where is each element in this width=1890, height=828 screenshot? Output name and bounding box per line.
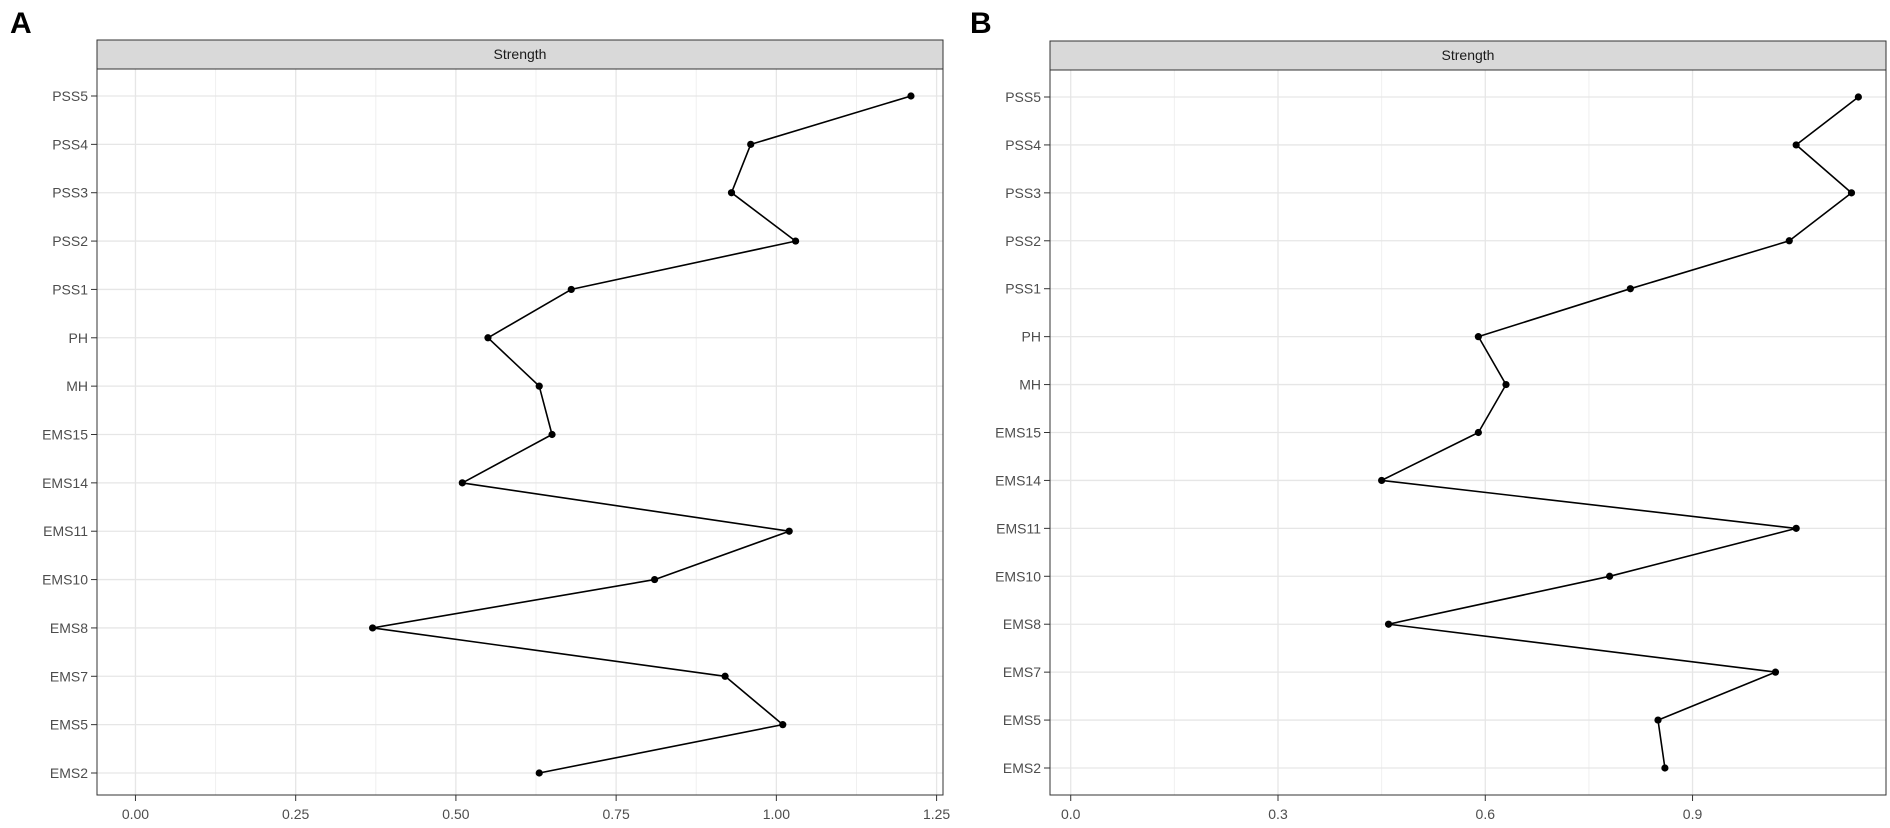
- y-tick-label: EMS10: [42, 572, 88, 588]
- data-point-ems14: [1378, 476, 1386, 485]
- y-tick-label: PSS5: [1005, 89, 1041, 105]
- x-tick-label: 0.3: [1268, 806, 1288, 822]
- y-tick-label: PSS1: [1005, 281, 1041, 297]
- data-point-pss5: [907, 92, 915, 100]
- panel-label-b: B: [970, 7, 992, 40]
- y-tick-label: EMS7: [50, 668, 88, 684]
- data-point-pss4: [747, 140, 755, 148]
- panel-a-y-axis: PSS5 PSS4 PSS3 PSS2 PSS1 PH MH EMS15 EMS14 EMS11 E…: [42, 88, 97, 781]
- y-tick-label: EMS14: [995, 472, 1041, 488]
- data-point-ems15: [1474, 428, 1482, 437]
- x-tick-label: 1.00: [763, 806, 790, 822]
- data-point-ems5: [779, 721, 787, 729]
- x-tick-label: 0.9: [1683, 806, 1703, 822]
- panel-b-grid: [1050, 70, 1886, 795]
- panel-a-plot-border: [96, 68, 944, 796]
- y-tick-label: PH: [69, 330, 88, 346]
- y-tick-label: PSS3: [1005, 185, 1041, 201]
- data-point-mh: [1502, 380, 1510, 389]
- y-tick-label: EMS8: [50, 620, 88, 636]
- data-point-ems7: [1771, 668, 1780, 676]
- panel-b-y-axis: PSS5 PSS4 PSS3 PSS2 PSS1 PH MH EMS15 EMS14 EMS11 E…: [995, 89, 1050, 776]
- panel-a: A Strength PSS5 PSS4 PSS3 PSS2 PSS1 PH MH EMS15…: [10, 7, 950, 822]
- data-point-pss3: [1847, 189, 1856, 197]
- y-tick-label: EMS15: [42, 427, 88, 443]
- y-tick-label: EMS2: [50, 765, 88, 781]
- panel-b-x-axis: 0.0 0.3 0.6 0.9: [1061, 795, 1702, 822]
- y-tick-label: PSS2: [1005, 233, 1041, 249]
- y-tick-label: EMS14: [42, 475, 88, 491]
- data-point-pss1: [567, 285, 575, 294]
- panel-a-series: [368, 92, 915, 777]
- data-point-ems7: [721, 672, 729, 680]
- data-point-ems10: [650, 575, 659, 584]
- data-point-ems5: [1654, 716, 1662, 724]
- y-tick-label: MH: [1019, 377, 1041, 393]
- x-tick-label: 0.75: [603, 806, 630, 822]
- panel-b-facet-label: Strength: [1442, 47, 1495, 63]
- x-tick-label: 0.50: [442, 806, 469, 822]
- panel-b-facet-strip: [1049, 40, 1887, 71]
- data-point-pss5: [1854, 93, 1862, 101]
- y-tick-label: PSS5: [52, 88, 88, 104]
- panel-label-a: A: [10, 7, 32, 40]
- y-tick-label: PH: [1022, 329, 1041, 345]
- panel-b: B Strength PSS5 PSS4 PSS3 PSS2 PSS1 PH MH EMS15…: [970, 7, 1887, 822]
- data-point-pss3: [727, 189, 736, 197]
- data-point-pss4: [1792, 141, 1800, 149]
- data-point-pss1: [1626, 285, 1634, 293]
- y-tick-label: PSS1: [52, 281, 88, 297]
- data-point-ems8: [368, 624, 377, 632]
- data-point-ems10: [1606, 572, 1614, 580]
- x-tick-label: 0.00: [122, 806, 149, 822]
- data-point-ems11: [1792, 524, 1800, 532]
- data-point-ems15: [548, 430, 556, 439]
- data-point-ems8: [1384, 620, 1393, 628]
- y-tick-label: EMS15: [995, 425, 1041, 441]
- panel-a-grid: [97, 69, 943, 795]
- data-point-pss2: [791, 237, 800, 245]
- y-tick-label: EMS5: [50, 717, 88, 733]
- x-tick-label: 0.25: [282, 806, 309, 822]
- x-tick-label: 1.25: [923, 806, 950, 822]
- y-tick-label: EMS11: [996, 520, 1041, 536]
- y-tick-label: MH: [66, 378, 88, 394]
- y-tick-label: PSS2: [52, 233, 88, 249]
- y-tick-label: PSS4: [1005, 137, 1041, 153]
- y-tick-label: EMS10: [995, 568, 1041, 584]
- y-tick-label: PSS4: [52, 136, 88, 152]
- x-tick-label: 0.6: [1476, 806, 1496, 822]
- panel-b-series: [1378, 93, 1862, 772]
- data-point-ems2: [1661, 764, 1669, 772]
- data-point-pss2: [1785, 237, 1793, 245]
- y-tick-label: EMS8: [1003, 616, 1041, 632]
- data-point-ems2: [535, 769, 543, 777]
- data-point-ems14: [458, 479, 466, 487]
- data-point-mh: [535, 382, 543, 390]
- y-tick-label: EMS11: [43, 523, 88, 539]
- y-tick-label: EMS5: [1003, 712, 1041, 728]
- data-point-ph: [1474, 333, 1482, 341]
- x-tick-label: 0.0: [1061, 806, 1081, 822]
- panel-a-x-axis: 0.00 0.25 0.50 0.75 1.00 1.25: [122, 795, 950, 822]
- panel-a-facet-label: Strength: [494, 46, 547, 62]
- y-tick-label: EMS2: [1003, 760, 1041, 776]
- data-point-ph: [484, 334, 492, 342]
- y-tick-label: EMS7: [1003, 664, 1041, 680]
- y-tick-label: PSS3: [52, 185, 88, 201]
- data-point-ems11: [785, 527, 793, 535]
